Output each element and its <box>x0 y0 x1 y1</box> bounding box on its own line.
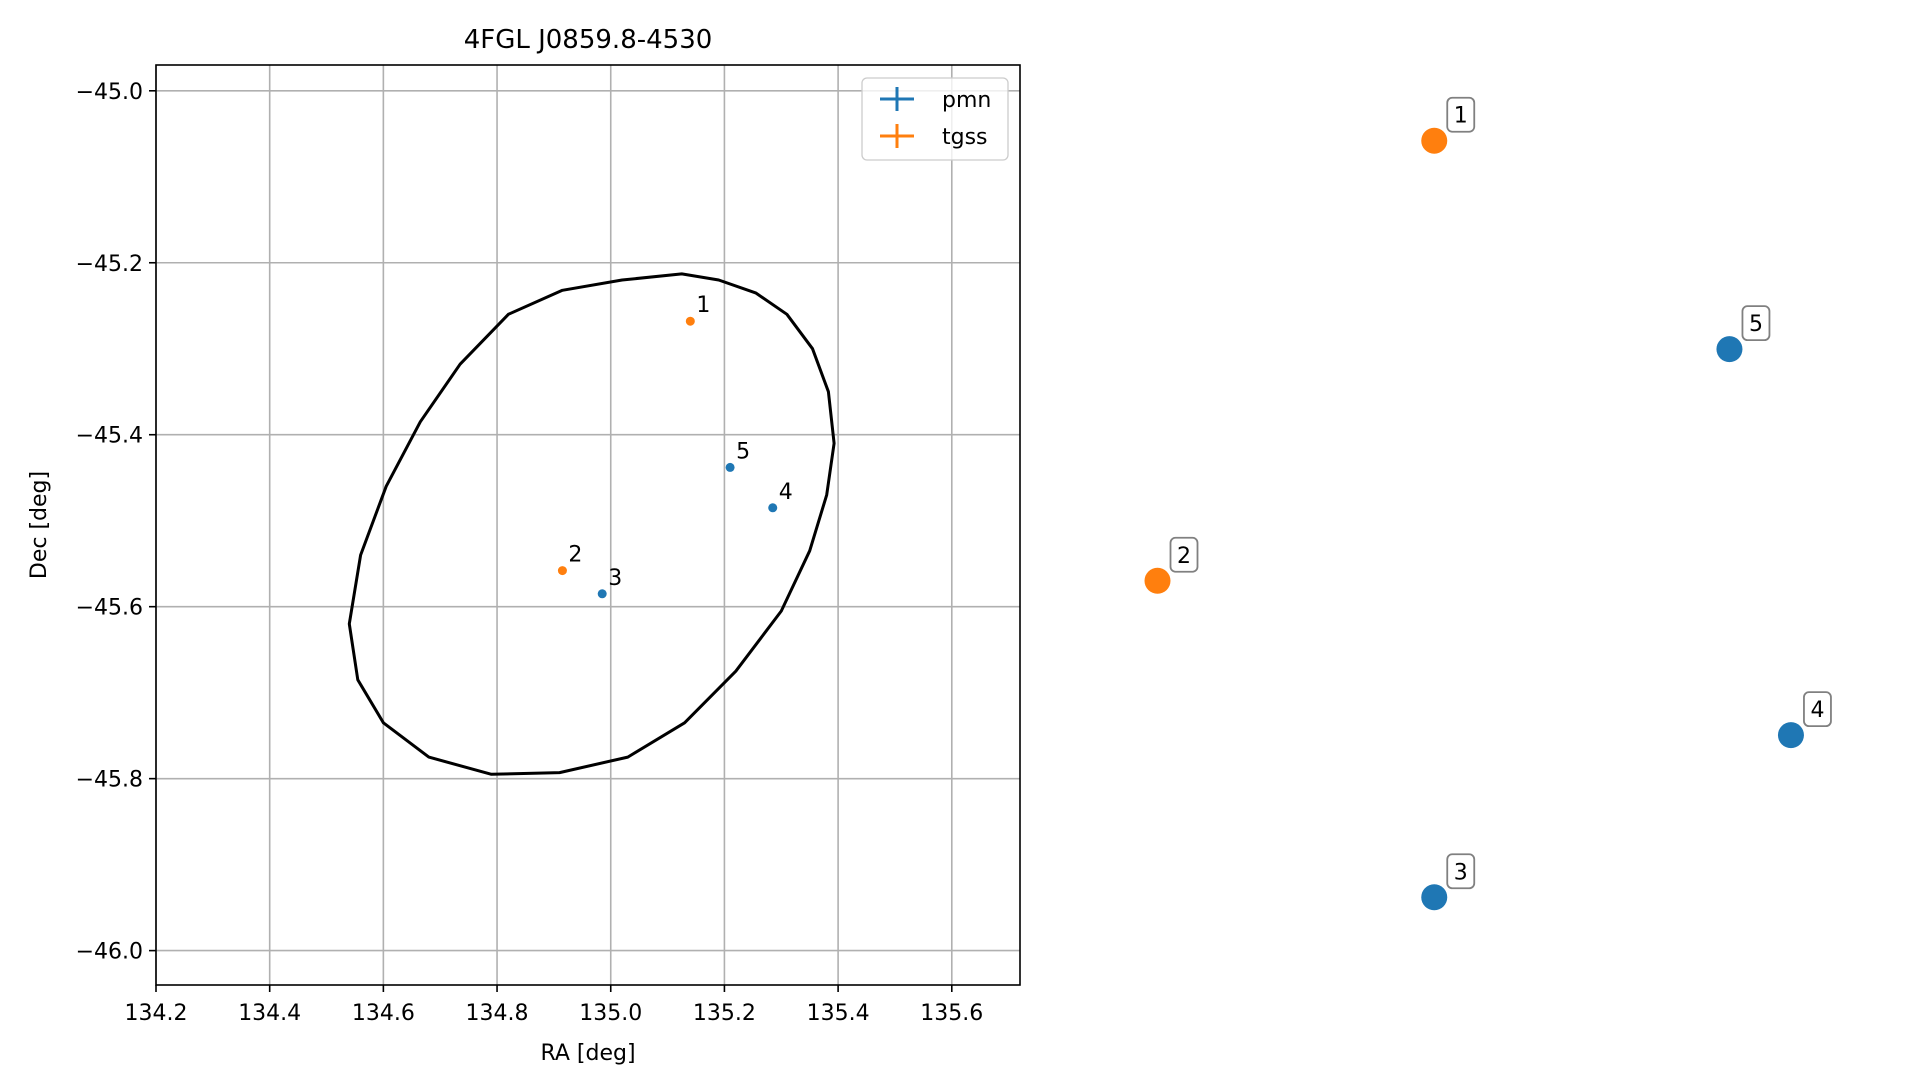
x-tick-label: 134.8 <box>466 1001 529 1026</box>
x-axis-label: RA [deg] <box>540 1041 635 1066</box>
overview-label-box <box>1169 536 1199 573</box>
legend-label-tgss: tgss <box>942 125 988 150</box>
y-tick-label: −45.4 <box>76 424 143 449</box>
overview-label-box <box>1446 96 1476 133</box>
point-tgss-2 <box>557 566 567 576</box>
point-tgss-1 <box>685 316 695 326</box>
x-tick-label: 135.6 <box>920 1001 983 1026</box>
point-label-2: 2 <box>568 543 582 568</box>
ellipse-layer <box>347 272 836 776</box>
side-plot: 3 4 5 1 2 <box>1144 96 1832 911</box>
points-layer: 3 4 5 1 2 <box>557 293 793 599</box>
overview-label-box <box>1803 691 1832 728</box>
y-tick-label: −45.8 <box>76 768 143 793</box>
y-tick-label: −46.0 <box>76 940 143 965</box>
x-tick-label: 134.2 <box>125 1001 188 1026</box>
overview-point-label-4: 4 <box>1810 698 1824 723</box>
point-pmn-4 <box>768 503 778 513</box>
legend-entry-pmn: pmn <box>880 87 991 113</box>
y-axis-label: Dec [deg] <box>27 471 52 579</box>
overview-label-box <box>1446 853 1476 890</box>
overview-point-tgss-2 <box>1144 567 1171 594</box>
point-label-4: 4 <box>779 480 793 505</box>
overview-point-label-1: 1 <box>1454 104 1468 129</box>
point-label-1: 1 <box>696 293 710 318</box>
x-tick-label: 135.0 <box>579 1001 642 1026</box>
localization-ellipse <box>347 272 836 776</box>
x-tick-label: 135.4 <box>807 1001 870 1026</box>
ticks: 134.2 134.4 134.6 134.8 135.0 135.2 135.4 135.6… <box>76 80 984 1026</box>
legend-entry-tgss: tgss <box>880 124 988 150</box>
chart-title: 4FGL J0859.8-4530 <box>464 25 713 55</box>
point-label-3: 3 <box>608 566 622 591</box>
point-pmn-3 <box>597 589 607 599</box>
overview-point-label-2: 2 <box>1177 544 1191 569</box>
point-label-5: 5 <box>736 439 750 464</box>
point-pmn-5 <box>725 462 735 472</box>
legend-label-pmn: pmn <box>942 88 991 113</box>
x-tick-label: 134.6 <box>352 1001 415 1026</box>
main-plot: 3 4 5 1 2 134.2 134.4 134.6 134.8 135.0 135.2 135.… <box>27 25 1021 1066</box>
overview-point-tgss-1 <box>1421 127 1448 154</box>
y-tick-label: −45.2 <box>76 252 143 277</box>
legend: pmn tgss <box>861 77 1009 161</box>
grid <box>155 65 1020 985</box>
overview-point-pmn-4 <box>1777 722 1804 749</box>
overview-point-label-3: 3 <box>1454 860 1468 885</box>
axes-frame <box>155 64 1021 986</box>
y-tick-label: −45.6 <box>76 596 143 621</box>
y-tick-label: −45.0 <box>76 80 143 105</box>
overview-label-box <box>1741 305 1771 342</box>
overview-point-pmn-5 <box>1716 336 1743 363</box>
overview-point-pmn-3 <box>1421 884 1448 911</box>
x-tick-label: 135.2 <box>693 1001 756 1026</box>
x-tick-label: 134.4 <box>238 1001 301 1026</box>
overview-point-label-5: 5 <box>1749 312 1763 337</box>
